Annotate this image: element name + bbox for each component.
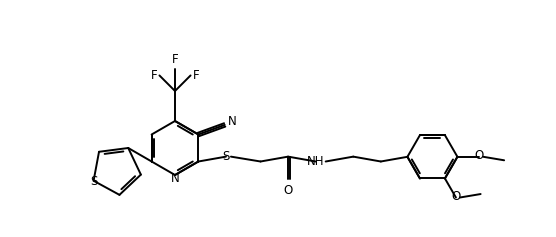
Text: N: N (228, 115, 236, 128)
Text: S: S (90, 175, 97, 188)
Text: O: O (475, 149, 484, 162)
Text: O: O (451, 190, 460, 203)
Text: F: F (172, 53, 178, 66)
Text: N: N (171, 172, 180, 184)
Text: NH: NH (307, 155, 325, 168)
Text: F: F (192, 69, 199, 82)
Text: O: O (284, 184, 292, 197)
Text: S: S (222, 150, 230, 163)
Text: F: F (151, 69, 157, 82)
